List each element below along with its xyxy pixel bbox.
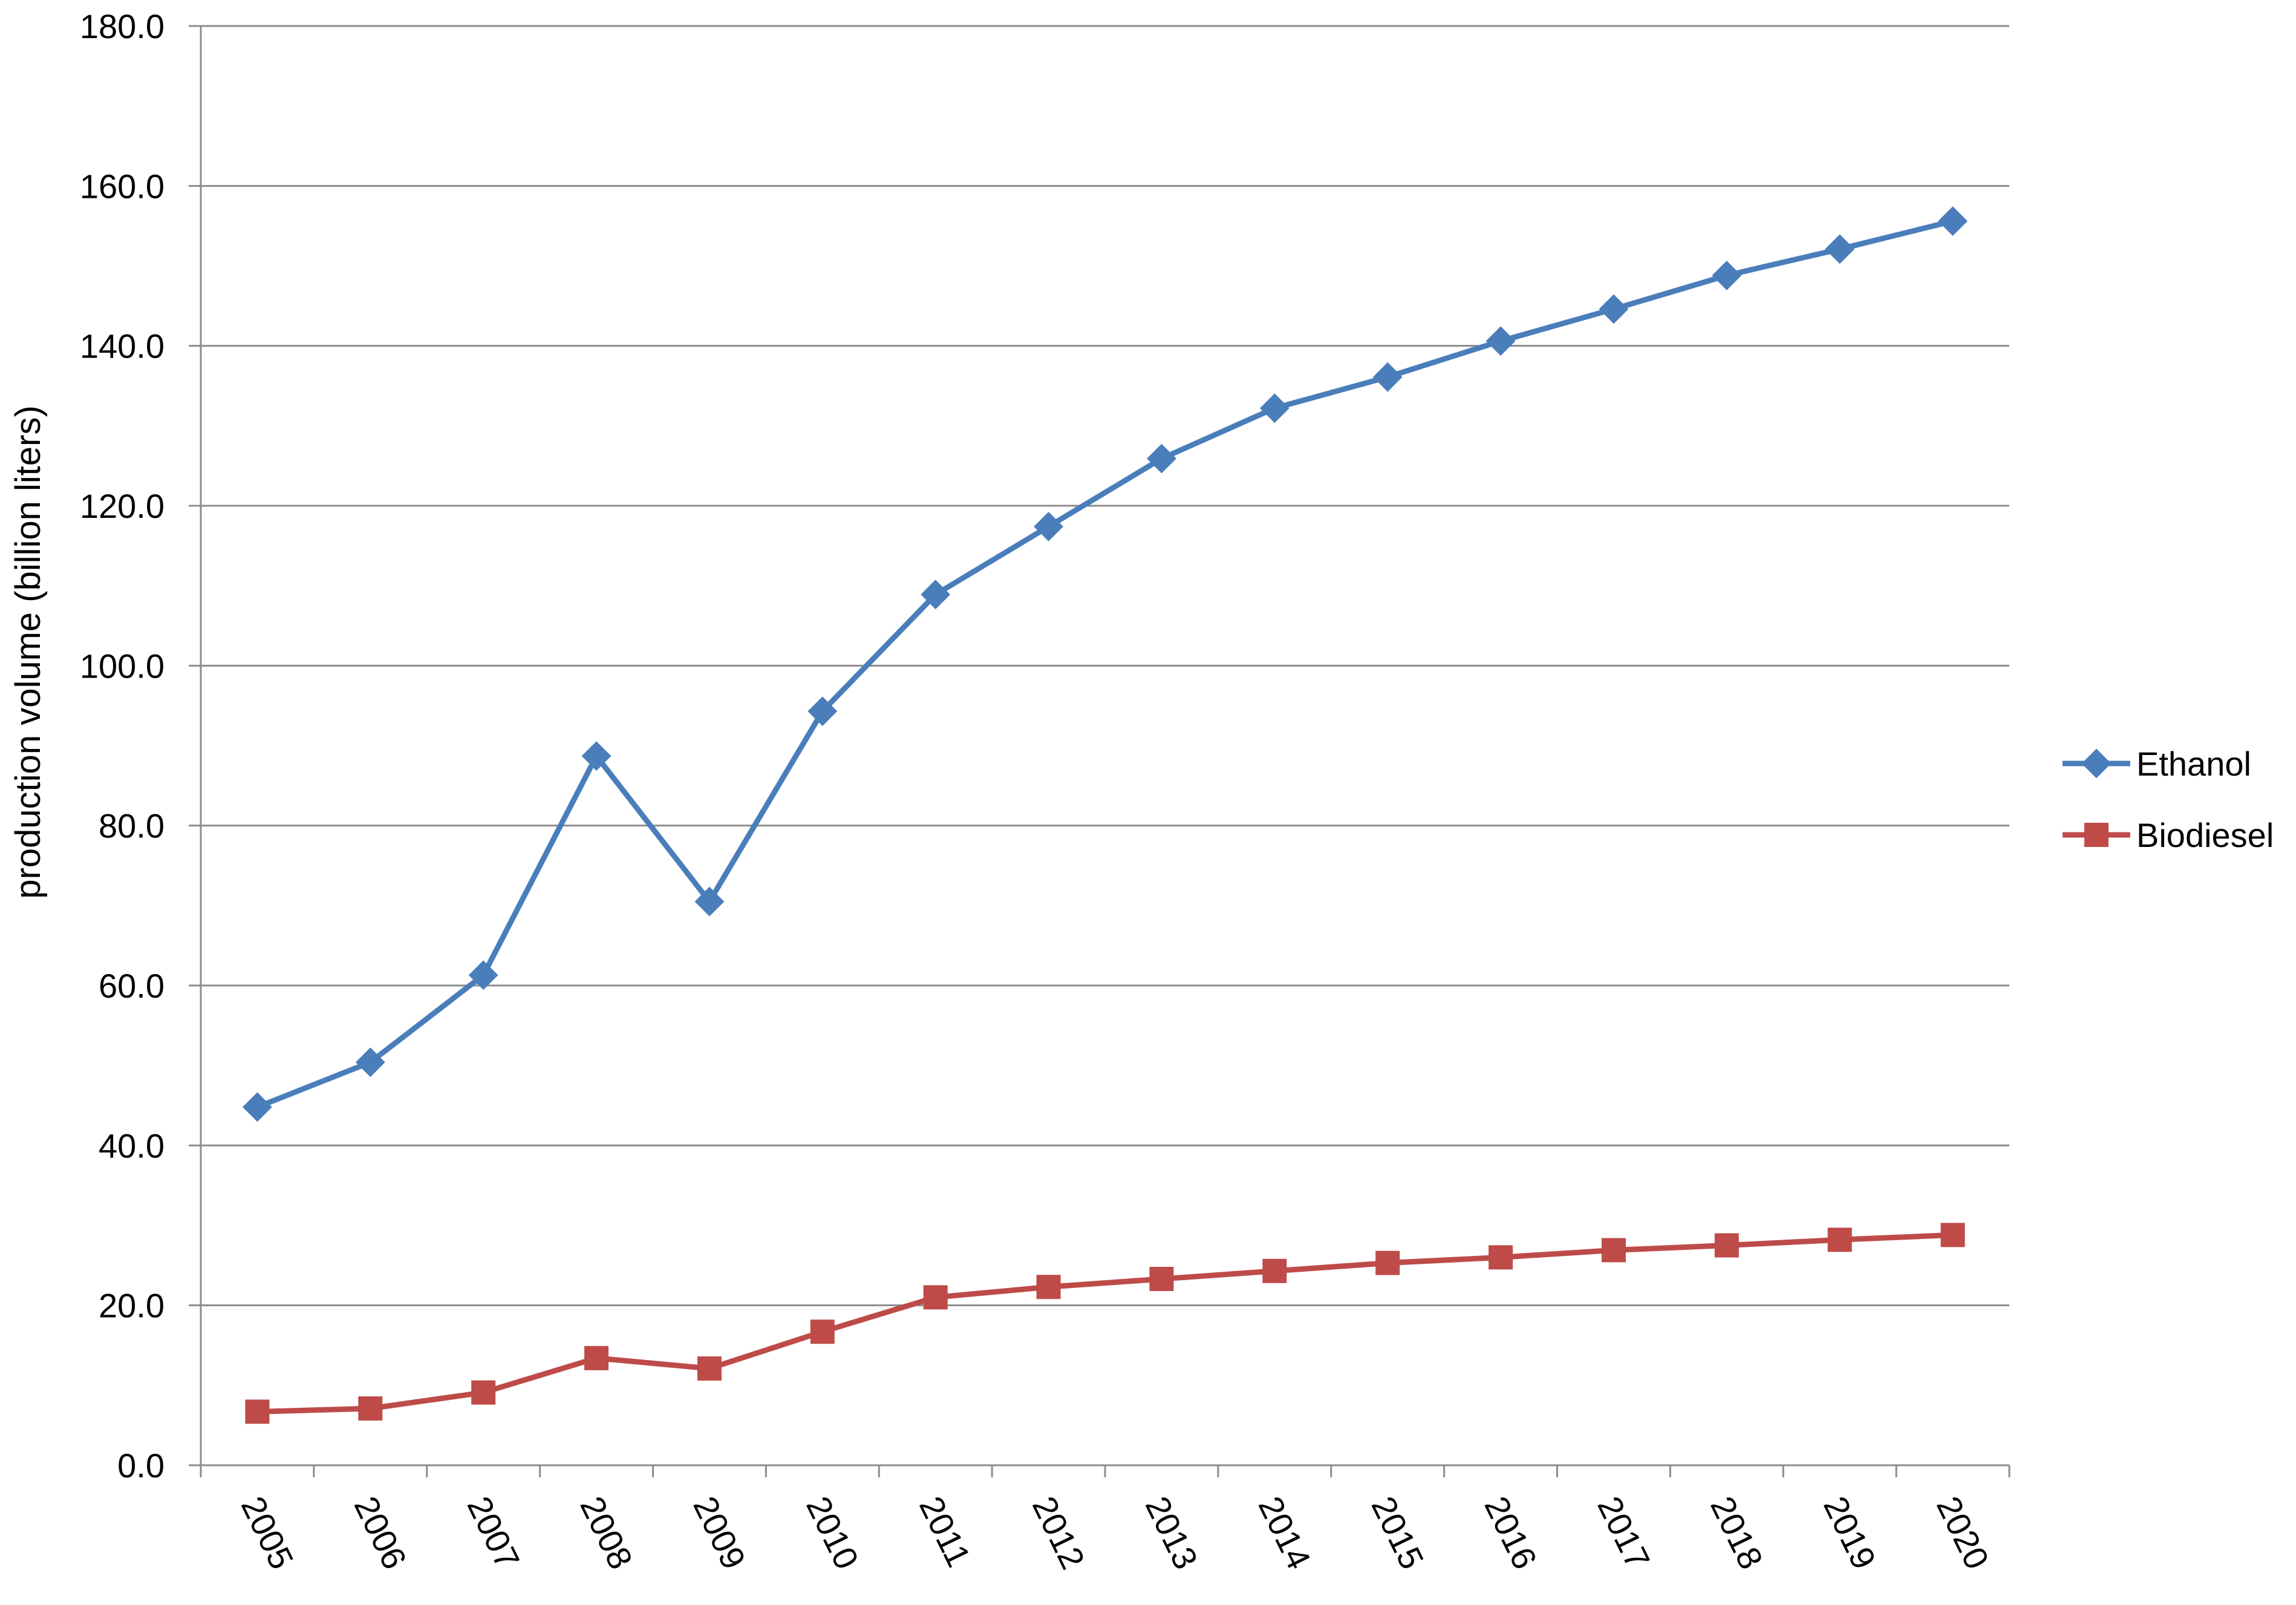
y-tick-label: 140.0 — [80, 327, 165, 365]
ethanol-point — [1599, 294, 1629, 324]
biodiesel-point — [358, 1396, 383, 1421]
x-tick-label: 2012 — [1025, 1491, 1092, 1575]
gridlines — [201, 25, 2009, 1307]
ethanol-point — [807, 696, 838, 727]
series-biodiesel — [245, 1223, 1965, 1424]
biodiesel-point — [1262, 1258, 1287, 1283]
x-tick-label: 2014 — [1251, 1491, 1319, 1575]
biodiesel-point — [1036, 1275, 1061, 1299]
ethanol-point — [243, 1092, 272, 1122]
legend-marker — [2081, 748, 2112, 779]
y-tick-label: 160.0 — [80, 167, 165, 205]
legend-label: Ethanol — [2136, 745, 2251, 783]
biodiesel-point — [471, 1380, 496, 1405]
ethanol-point — [1147, 443, 1176, 474]
ethanol-point — [468, 960, 498, 990]
series-line-biodiesel — [257, 1232, 1953, 1414]
ethanol-point — [1825, 234, 1855, 264]
axes — [189, 25, 2011, 1477]
ethanol-point — [694, 886, 725, 917]
x-tick-label: 2005 — [234, 1491, 301, 1575]
x-tick-label: 2018 — [1703, 1491, 1770, 1575]
x-tick-label: 2008 — [573, 1491, 640, 1575]
series-ethanol — [243, 206, 1968, 1122]
ethanol-point — [1372, 362, 1403, 392]
biodiesel-point — [1149, 1267, 1174, 1292]
ethanol-point — [1486, 326, 1516, 356]
y-tick-label: 40.0 — [99, 1126, 165, 1165]
ethanol-point — [355, 1047, 385, 1077]
biodiesel-point — [1489, 1245, 1513, 1270]
biodiesel-point — [1827, 1227, 1852, 1252]
x-tick-label: 2010 — [799, 1491, 866, 1575]
y-tick-label: 180.0 — [80, 7, 165, 45]
y-tick-label: 120.0 — [80, 487, 165, 525]
ethanol-point — [581, 741, 612, 771]
y-tick-label: 20.0 — [99, 1287, 165, 1325]
series — [243, 206, 1968, 1424]
legend-item-ethanol: Ethanol — [2063, 745, 2251, 783]
ethanol-point — [1938, 206, 1968, 236]
biodiesel-point — [1375, 1250, 1400, 1275]
y-axis-label: production volume (billion liters) — [8, 405, 48, 899]
x-tick-label: 2015 — [1364, 1491, 1431, 1575]
x-tick-label: 2019 — [1816, 1491, 1883, 1575]
y-tick-label: 60.0 — [99, 967, 165, 1005]
y-tick-label: 100.0 — [80, 647, 165, 685]
ethanol-point — [921, 580, 951, 610]
biodiesel-point — [245, 1399, 270, 1424]
biodiesel-point — [584, 1345, 609, 1370]
x-tick-label: 2013 — [1138, 1491, 1205, 1575]
ethanol-point — [1259, 393, 1290, 423]
series-line-ethanol — [256, 218, 1954, 1110]
x-tick-label: 2009 — [686, 1491, 753, 1575]
ethanol-point — [1712, 260, 1742, 290]
biodiesel-point — [1601, 1238, 1626, 1263]
y-tick-labels: 0.0 20.0 40.0 60.0 80.0 100.0 120.0 140.0 160.0 1… — [80, 7, 165, 1485]
legend-marker — [2084, 823, 2108, 847]
legend-label: Biodiesel — [2136, 816, 2274, 854]
biodiesel-point — [810, 1319, 835, 1344]
ethanol-point — [1034, 511, 1063, 541]
x-tick-label: 2017 — [1590, 1491, 1657, 1575]
biodiesel-point — [697, 1356, 722, 1381]
biodiesel-point — [923, 1285, 948, 1310]
y-tick-label: 80.0 — [99, 807, 165, 845]
x-tick-label: 2006 — [347, 1491, 414, 1575]
x-tick-label: 2007 — [460, 1491, 527, 1575]
biodiesel-point — [1714, 1233, 1739, 1258]
x-tick-label: 2016 — [1477, 1491, 1544, 1575]
x-tick-label: 2020 — [1929, 1491, 1997, 1575]
legend: Ethanol Biodiesel — [2063, 745, 2274, 854]
y-tick-label: 0.0 — [117, 1446, 165, 1485]
x-tick-label: 2011 — [912, 1491, 978, 1573]
biodiesel-point — [1940, 1223, 1965, 1247]
legend-item-biodiesel: Biodiesel — [2063, 816, 2274, 854]
x-tick-labels: 2005 2006 2007 2008 2009 2010 2011 2012 2013 2014… — [234, 1491, 1997, 1575]
